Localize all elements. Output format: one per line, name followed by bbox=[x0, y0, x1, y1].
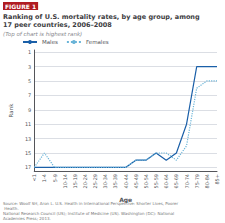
svg-text:3: 3 bbox=[28, 64, 31, 70]
svg-text:10-14: 10-14 bbox=[62, 174, 68, 189]
svg-text:7: 7 bbox=[28, 92, 31, 98]
svg-text:35-39: 35-39 bbox=[112, 174, 118, 189]
svg-text:70-74: 70-74 bbox=[184, 174, 190, 189]
svg-text:Source: Woolf SH, Aron L. U.S.: Source: Woolf SH, Aron L. U.S. Health in… bbox=[3, 201, 178, 206]
svg-text:<1: <1 bbox=[31, 174, 37, 181]
svg-text:30-34: 30-34 bbox=[102, 174, 108, 189]
svg-text:13: 13 bbox=[25, 136, 31, 142]
svg-text:60-64: 60-64 bbox=[163, 174, 169, 189]
svg-text:80-84: 80-84 bbox=[204, 174, 210, 189]
svg-text:9: 9 bbox=[28, 107, 31, 113]
svg-text:45-49: 45-49 bbox=[133, 174, 139, 189]
svg-text:75-79: 75-79 bbox=[194, 174, 200, 189]
svg-text:17 peer countries, 2006–2008: 17 peer countries, 2006–2008 bbox=[3, 21, 112, 29]
svg-text:FIGURE 1: FIGURE 1 bbox=[5, 3, 36, 10]
svg-text:Academies Press; 2013.: Academies Press; 2013. bbox=[3, 216, 51, 221]
svg-text:17: 17 bbox=[25, 164, 31, 170]
svg-text:Males: Males bbox=[42, 39, 58, 45]
svg-text:20-24: 20-24 bbox=[82, 174, 88, 189]
svg-text:50-54: 50-54 bbox=[143, 174, 149, 189]
svg-text:Females: Females bbox=[86, 39, 109, 45]
svg-text:Rank: Rank bbox=[8, 103, 14, 118]
svg-text:55-59: 55-59 bbox=[153, 174, 159, 189]
svg-text:National Research Council (US): National Research Council (US); Institut… bbox=[3, 211, 176, 216]
svg-text:85+: 85+ bbox=[214, 174, 220, 185]
svg-text:1: 1 bbox=[28, 49, 31, 55]
svg-text:15-19: 15-19 bbox=[72, 174, 78, 189]
svg-text:15: 15 bbox=[25, 150, 31, 156]
svg-text:40-44: 40-44 bbox=[123, 174, 129, 189]
svg-text:Health.: Health. bbox=[3, 206, 19, 211]
svg-text:1-4: 1-4 bbox=[41, 174, 47, 182]
svg-text:5: 5 bbox=[28, 78, 31, 84]
svg-text:(Top of chart is highest rank): (Top of chart is highest rank) bbox=[3, 31, 82, 38]
svg-text:65-69: 65-69 bbox=[173, 174, 179, 189]
svg-text:Age: Age bbox=[119, 196, 132, 204]
svg-text:11: 11 bbox=[25, 121, 31, 127]
svg-text:Ranking of U.S. mortality rate: Ranking of U.S. mortality rates, by age … bbox=[3, 13, 200, 21]
svg-text:5-9: 5-9 bbox=[52, 174, 58, 182]
svg-text:25-29: 25-29 bbox=[92, 174, 98, 189]
